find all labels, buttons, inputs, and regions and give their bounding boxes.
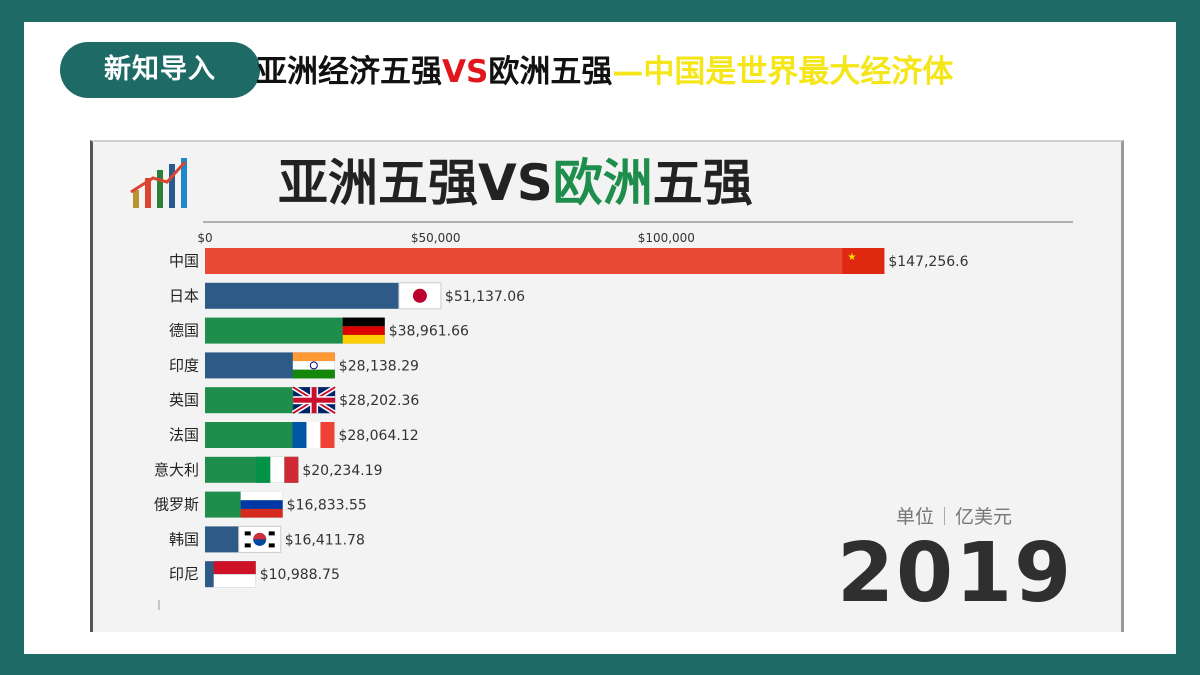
indonesia-flag-icon	[213, 561, 256, 588]
category-label: 德国	[169, 322, 199, 340]
india-flag-icon	[292, 352, 335, 379]
value-label: $20,234.19	[302, 463, 382, 479]
chart-title-part1: 亚洲五强VS	[278, 154, 553, 212]
chart-title-part2: 欧洲	[553, 154, 653, 212]
logo-bar	[169, 164, 175, 208]
value-label: $16,833.55	[287, 498, 367, 514]
category-label: 印度	[169, 356, 199, 374]
logo-bar	[133, 190, 139, 208]
france-flag-icon	[292, 422, 335, 448]
category-label: 法国	[169, 426, 199, 444]
bar	[205, 248, 885, 274]
x-tick-label: $100,000	[638, 231, 695, 245]
x-tick-label: $50,000	[411, 231, 461, 245]
category-label: 中国	[169, 252, 199, 270]
unit-separator	[944, 507, 946, 525]
category-label: 英国	[169, 391, 199, 409]
chart-logo-icon	[130, 158, 187, 208]
chart-frame: 亚洲五强VS欧洲五强 $0 $50,000 $100,000 中国 ★ $147,256.6…	[90, 140, 1124, 632]
slide-title: 亚洲经济五强VS欧洲五强—中国是世界最大经济体	[256, 46, 953, 98]
slide-title-part3: —中国是世界最大经济体	[612, 54, 954, 90]
korea-flag-icon	[238, 525, 282, 553]
value-label: $28,202.36	[339, 393, 419, 409]
uk-flag-icon	[291, 385, 337, 416]
category-label: 韩国	[169, 530, 199, 548]
unit-value: 亿美元	[955, 506, 1013, 528]
value-label: $28,064.12	[338, 428, 418, 444]
value-label: $51,137.06	[445, 289, 525, 305]
slide-title-part2: 欧洲五强	[488, 54, 613, 90]
gdp-bar-chart: 亚洲五强VS欧洲五强 $0 $50,000 $100,000 中国 ★ $147,256.6…	[130, 154, 1073, 610]
logo-bar	[157, 170, 163, 208]
logo-bar	[145, 178, 151, 208]
germany-flag-icon	[342, 317, 385, 344]
chart-title-part3: 五强	[653, 154, 753, 212]
unit-label: 单位	[896, 506, 935, 528]
year-label: 2019	[837, 526, 1074, 621]
chart-title: 亚洲五强VS欧洲五强	[278, 154, 753, 212]
value-label: $38,961.66	[389, 324, 469, 340]
logo-arrow	[130, 160, 187, 194]
slide-title-part1: 亚洲经济五强	[256, 54, 442, 90]
slide-title-vs: VS	[442, 54, 489, 90]
value-label: $147,256.6	[888, 254, 968, 270]
italy-flag-icon	[256, 456, 299, 483]
slide: 新知导入 亚洲经济五强VS欧洲五强—中国是世界最大经济体 亚洲五强VS欧洲五强 $…	[24, 22, 1176, 654]
category-label: 日本	[169, 287, 199, 305]
china-flag-icon: ★	[842, 248, 885, 274]
logo-bar	[181, 158, 187, 208]
category-label: 印尼	[169, 565, 199, 583]
value-label: $28,138.29	[339, 358, 419, 374]
unit-caption: 单位 亿美元	[896, 502, 1012, 529]
category-label: 俄罗斯	[154, 496, 199, 514]
value-label: $10,988.75	[260, 567, 340, 583]
x-tick-label: $0	[197, 231, 212, 245]
russia-flag-icon	[240, 491, 283, 518]
japan-flag-icon	[398, 282, 442, 310]
value-label: $16,411.78	[285, 532, 365, 548]
category-label: 意大利	[154, 461, 199, 479]
svg-text:★: ★	[847, 252, 856, 263]
section-badge: 新知导入	[60, 42, 260, 98]
